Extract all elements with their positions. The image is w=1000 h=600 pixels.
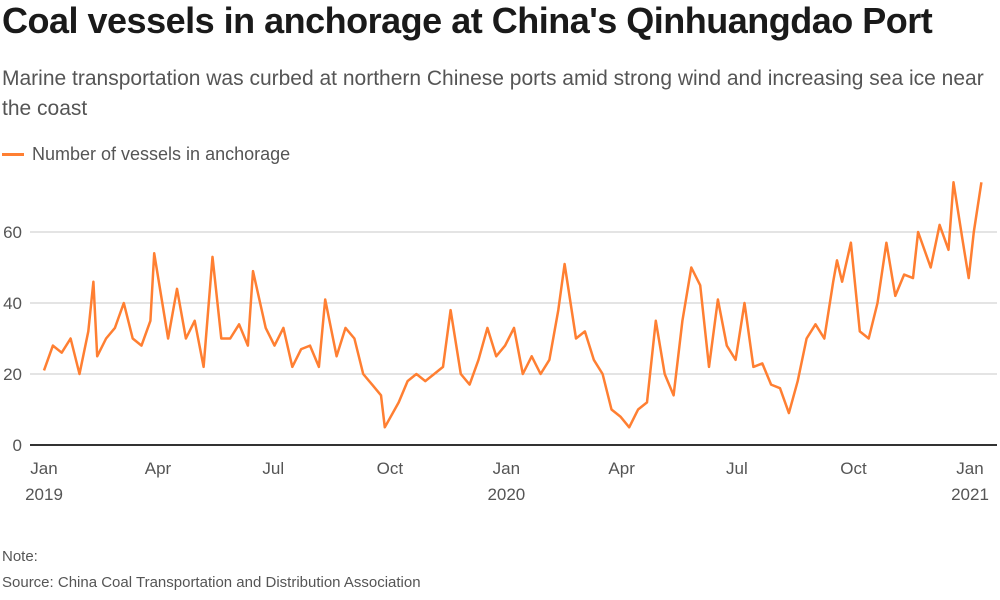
x-tick-year-label: 2021	[951, 485, 989, 504]
x-tick-label: Apr	[608, 459, 635, 478]
legend-label: Number of vessels in anchorage	[32, 144, 291, 164]
legend-swatch	[2, 153, 24, 156]
x-tick-label: Jul	[726, 459, 748, 478]
x-tick-label: Oct	[840, 459, 867, 478]
chart-title: Coal vessels in anchorage at China's Qin…	[2, 0, 933, 41]
x-tick-label: Jan	[956, 459, 983, 478]
x-tick-label: Jul	[262, 459, 284, 478]
y-tick-label: 0	[13, 436, 22, 455]
x-tick-label: Jan	[493, 459, 520, 478]
source: Source: China Coal Transportation and Di…	[2, 574, 421, 591]
note: Note:	[2, 548, 38, 565]
series-line	[42, 181, 983, 429]
y-tick-label: 40	[3, 294, 22, 313]
x-tick-label: Oct	[377, 459, 404, 478]
chart-subtitle: Marine transportation was curbed at nort…	[2, 67, 984, 120]
y-tick-label: 60	[3, 223, 22, 242]
x-tick-year-label: 2020	[487, 485, 525, 504]
y-tick-label: 20	[3, 365, 22, 384]
x-tick-label: Jan	[30, 459, 57, 478]
x-tick-year-label: 2019	[25, 485, 63, 504]
legend: Number of vessels in anchorage	[2, 144, 290, 165]
x-tick-label: Apr	[145, 459, 172, 478]
